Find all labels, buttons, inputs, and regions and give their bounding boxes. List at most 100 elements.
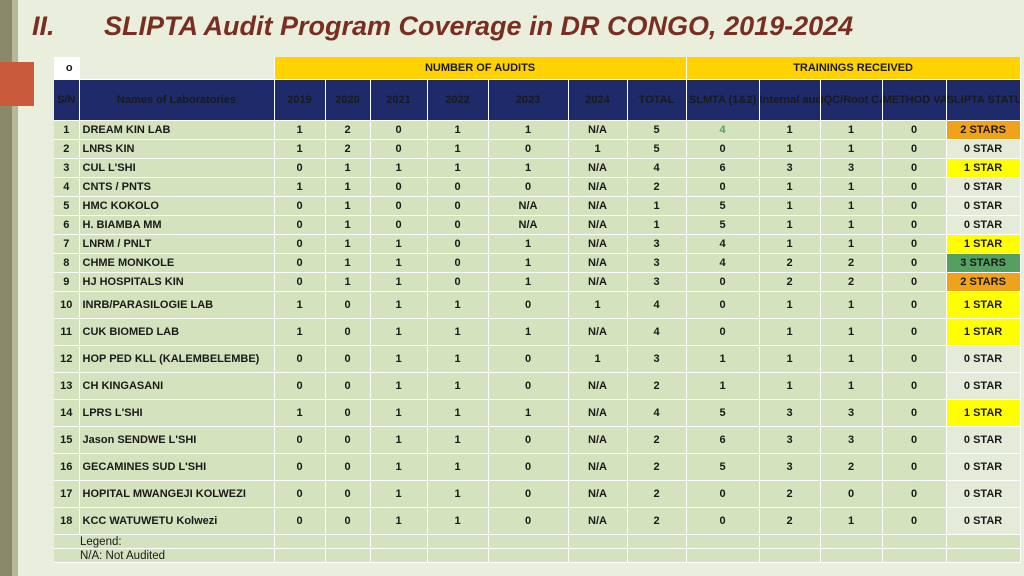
cell-total: 3 [627,272,687,292]
cell-internal: 2 [759,253,821,273]
cell-y2020: 0 [325,453,371,481]
cell-y2023: N/A [488,196,569,216]
cell-total: 3 [627,234,687,254]
cell-internal: 1 [759,372,821,400]
col-header-name: Names of Laboratories [79,79,275,121]
status-badge: 0 STAR [946,139,1021,159]
cell-name: HOP PED KLL (KALEMBELEMBE) [79,345,275,373]
table-row: 11 CUK BIOMED LAB 1 0 1 1 1 N/A 4 0 1 1 0 1 STAR [54,318,1021,346]
legend-empty-cell [488,548,569,563]
cell-y2019: 0 [274,215,326,235]
cell-sn: 9 [54,272,80,292]
cell-slmta: 5 [686,399,760,427]
col-header-2020: 2020 [325,79,371,121]
legend-empty-cell [427,534,489,549]
cell-slmta: 5 [686,215,760,235]
cell-y2022: 1 [427,345,489,373]
table-row: 16 GECAMINES SUD L'SHI 0 0 1 1 0 N/A 2 5 3 2 0 0 STAR [54,453,1021,481]
status-badge: 0 STAR [946,177,1021,197]
cell-total: 3 [627,345,687,373]
cell-y2022: 1 [427,372,489,400]
cell-internal: 3 [759,158,821,178]
cell-method: 0 [882,507,947,535]
cell-name: GECAMINES SUD L'SHI [79,453,275,481]
cell-method: 0 [882,177,947,197]
table-row: 14 LPRS L'SHI 1 0 1 1 1 N/A 4 5 3 3 0 1 STAR [54,399,1021,427]
legend-empty-cell [882,548,947,563]
cell-y2024: N/A [568,234,628,254]
cell-y2019: 1 [274,318,326,346]
cell-method: 0 [882,272,947,292]
cell-slmta: 5 [686,196,760,216]
cell-iqc: 1 [820,345,883,373]
cell-name: Jason SENDWE L'SHI [79,426,275,454]
table-row: 13 CH KINGASANI 0 0 1 1 0 N/A 2 1 1 1 0 0 STAR [54,372,1021,400]
cell-iqc: 1 [820,372,883,400]
status-badge: 0 STAR [946,196,1021,216]
cell-y2021: 0 [370,120,428,140]
cell-y2024: N/A [568,480,628,508]
cell-y2024: N/A [568,399,628,427]
cell-name: HMC KOKOLO [79,196,275,216]
cell-y2022: 0 [427,196,489,216]
cell-internal: 1 [759,177,821,197]
legend-empty-cell [882,534,947,549]
cell-method: 0 [882,453,947,481]
cell-name: LPRS L'SHI [79,399,275,427]
table-row: 17 HOPITAL MWANGEJI KOLWEZI 0 0 1 1 0 N/A 2 0 2 0 0 0… [54,480,1021,508]
col-header-sn: S/N [54,79,80,121]
cell-total: 2 [627,480,687,508]
status-badge: 0 STAR [946,480,1021,508]
cell-method: 0 [882,120,947,140]
cell-y2021: 1 [370,158,428,178]
cell-y2024: N/A [568,272,628,292]
cell-y2023: 0 [488,372,569,400]
cell-y2021: 1 [370,318,428,346]
cell-sn: 11 [54,318,80,346]
cell-y2021: 0 [370,139,428,159]
cell-sn: 3 [54,158,80,178]
cell-total: 5 [627,120,687,140]
legend-empty-cell [325,548,371,563]
cell-y2020: 1 [325,215,371,235]
cell-y2021: 1 [370,399,428,427]
status-badge: 1 STAR [946,158,1021,178]
cell-iqc: 1 [820,318,883,346]
cell-y2021: 1 [370,272,428,292]
cell-y2022: 0 [427,215,489,235]
column-header-row: S/N Names of Laboratories 2019 2020 2021… [54,79,1021,121]
cell-iqc: 3 [820,158,883,178]
table-row: 6 H. BIAMBA MM 0 1 0 0 N/A N/A 1 5 1 1 0 0 STAR [54,215,1021,235]
cell-iqc: 3 [820,399,883,427]
cell-iqc: 2 [820,253,883,273]
cell-slmta: 1 [686,345,760,373]
cell-name: H. BIAMBA MM [79,215,275,235]
col-header-method-validation: METHOD VALIDATION [882,79,947,121]
cell-y2024: 1 [568,139,628,159]
cell-y2023: 1 [488,120,569,140]
cell-total: 2 [627,372,687,400]
col-header-total: TOTAL [627,79,687,121]
cell-y2023: 0 [488,453,569,481]
cell-y2022: 1 [427,453,489,481]
cell-sn: 2 [54,139,80,159]
cell-total: 2 [627,426,687,454]
cell-y2021: 1 [370,345,428,373]
cell-y2021: 1 [370,234,428,254]
cell-y2022: 1 [427,120,489,140]
cell-y2019: 0 [274,507,326,535]
table-row: 12 HOP PED KLL (KALEMBELEMBE) 0 0 1 1 0 1 3 1 1 1 0 0… [54,345,1021,373]
title-number: II. [32,11,55,41]
cell-y2022: 1 [427,158,489,178]
cell-name: LNRM / PNLT [79,234,275,254]
cell-y2020: 0 [325,399,371,427]
cell-name: LNRS KIN [79,139,275,159]
legend-empty-cell [627,534,687,549]
cell-y2023: 0 [488,139,569,159]
cell-y2023: 0 [488,426,569,454]
cell-method: 0 [882,318,947,346]
cell-y2019: 0 [274,372,326,400]
cell-internal: 3 [759,453,821,481]
legend-empty-cell [686,534,760,549]
cell-y2023: 1 [488,318,569,346]
